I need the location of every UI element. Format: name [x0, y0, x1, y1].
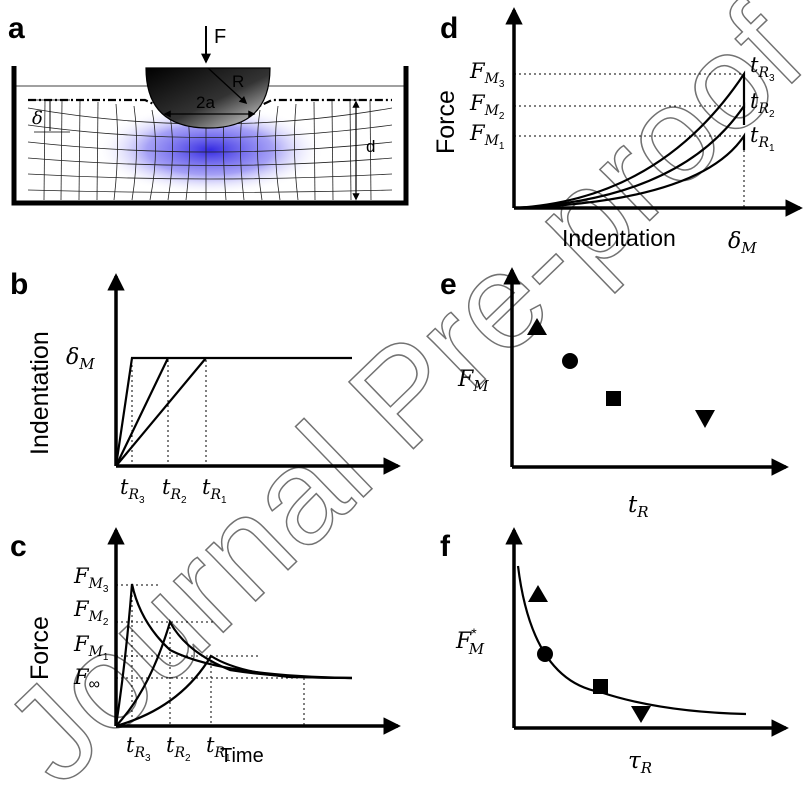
d-ymark-fm3: FM3: [469, 59, 505, 90]
e-y-label: FM: [457, 367, 489, 395]
d-curve-label-tr3: tR3: [750, 53, 775, 84]
panel-d: d Force Indentation δM FM3 FM2 FM1 tR3 t…: [432, 7, 803, 257]
stress-field: [95, 105, 325, 195]
f-marker-triangle-up: [528, 585, 548, 602]
b-tick-labels: tR3 tR2 tR1: [120, 475, 227, 506]
panel-label-d: d: [440, 12, 458, 45]
f-fit-curve: [516, 565, 747, 716]
d-ymark-fm1: FM1: [469, 121, 505, 152]
deformation-mesh: [27, 99, 393, 201]
panel-b: b Indentation δM tR3 tR2 tR1: [10, 268, 401, 506]
d-ymarks: FM3 FM2 FM1: [469, 59, 505, 152]
sample-container: [11, 66, 409, 206]
c-ymark-fm1: FM1: [73, 632, 109, 663]
panel-label-a: a: [8, 12, 25, 45]
panel-label-b: b: [10, 268, 28, 301]
f-y-label: F* M: [455, 625, 485, 658]
d-curve-1: [513, 132, 746, 210]
force-label: F: [214, 26, 226, 48]
depth-label: d: [366, 137, 375, 156]
panel-e: e FM tR: [440, 267, 789, 521]
panel-label-f: f: [440, 530, 451, 563]
e-marker-square: [606, 391, 621, 406]
e-x-label: tR: [628, 492, 649, 521]
c-tick-tr2: tR2: [166, 733, 191, 764]
c-tick-tr1: tR1: [206, 733, 231, 764]
d-x-label: Indentation: [562, 225, 676, 251]
b-tick-tr3: tR3: [120, 475, 145, 506]
b-ramp-1: [115, 357, 207, 467]
d-ymark-fm2: FM2: [469, 91, 505, 122]
panel-c: c Force Time FM3 FM2 FM1 F∞ tR3 tR2 tR1: [10, 527, 401, 767]
delta-label: δ: [32, 108, 43, 129]
panel-a: a R 2a F: [8, 12, 409, 206]
c-x-label: Time: [220, 745, 264, 767]
c-ymark-fm3: FM3: [73, 564, 109, 595]
panel-label-c: c: [10, 530, 27, 563]
f-marker-circle: [537, 646, 553, 662]
b-tick-tr1: tR1: [202, 475, 227, 506]
d-delta-m: δM: [728, 229, 757, 257]
c-ymark-fm2: FM2: [73, 597, 109, 628]
b-y-label: Indentation: [26, 331, 54, 455]
c-tick-tr3: tR3: [126, 733, 151, 764]
f-x-label: τR: [628, 748, 652, 777]
c-y-label: Force: [26, 616, 54, 680]
radius-arrow: [207, 67, 248, 105]
d-curve-label-tr1: tR1: [750, 123, 775, 154]
d-curve-labels: tR3 tR2 tR1: [750, 53, 775, 154]
e-marker-circle: [562, 353, 578, 369]
c-curve-1: [115, 654, 353, 728]
d-curve-label-tr2: tR2: [750, 89, 775, 120]
c-ymark-finf: F∞: [73, 665, 100, 693]
b-delta-m: δM: [66, 345, 95, 373]
c-tick-labels: tR3 tR2 tR1: [126, 733, 231, 764]
f-marker-square: [593, 679, 608, 694]
d-curve-3: [513, 70, 746, 210]
c-ymarks: FM3 FM2 FM1 F∞: [73, 564, 109, 693]
e-marker-triangle-down: [695, 410, 715, 428]
b-tick-tr2: tR2: [162, 475, 187, 506]
radius-label: R: [232, 72, 244, 91]
contact-label: 2a: [196, 93, 215, 112]
panel-label-e: e: [440, 268, 457, 301]
panel-f: f F* M τR: [440, 527, 789, 777]
b-ramp-3: [114, 356, 352, 467]
b-ramp-2: [115, 357, 169, 467]
f-marker-triangle-down: [631, 706, 651, 723]
e-marker-triangle-up: [527, 318, 547, 335]
d-curve-2: [513, 102, 746, 210]
d-y-label: Force: [432, 90, 460, 154]
